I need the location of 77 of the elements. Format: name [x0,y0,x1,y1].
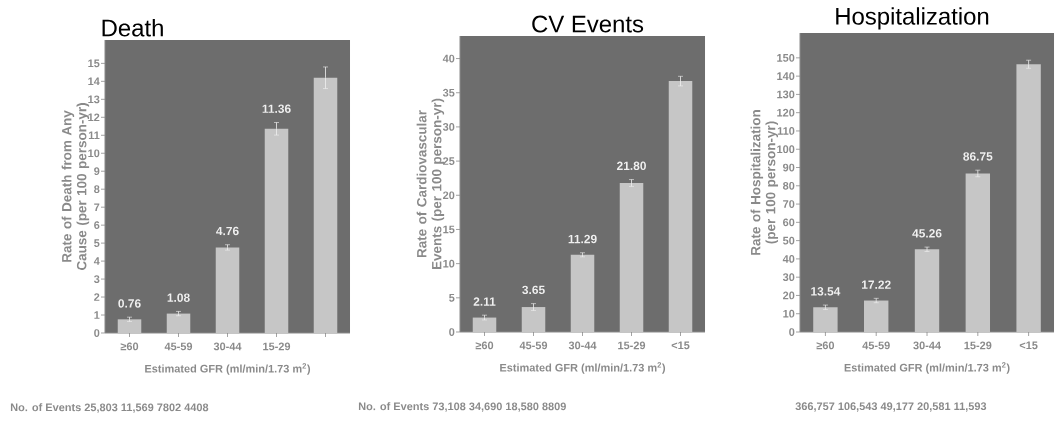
y-tick-label: 5 [94,239,100,247]
y-tick-label: 7 [94,203,100,211]
y-tick-label: 0 [94,329,100,337]
y-tick-label: 5 [449,294,455,302]
y-tick-label: 9 [94,167,100,176]
x-tick-label: ≥60 [816,341,835,350]
y-tick-label: 4 [93,257,100,265]
x-axis-title: Estimated GFR (ml/min/1.73 m$^{2}$) [844,362,1010,374]
x-tick-label: 15-29 [618,341,646,350]
y-tick-label: 35 [442,88,455,97]
y-tick-label: 110 [777,127,795,135]
data-label: 2.11 [473,297,496,306]
y-tick-label: 2 [94,293,100,301]
x-axis-title: Estimated GFR (ml/min/1.73 m$^{2}$) [145,363,311,375]
x-tick-label: 15-29 [263,342,291,351]
data-label: 4.76 [216,226,239,236]
x-tick-label: 15-29 [964,341,992,350]
data-label: 1.08 [167,293,190,302]
data-label: 45.26 [912,229,942,238]
x-tick-label: <15 [671,341,690,350]
y-tick-label: 30 [442,123,455,131]
x-tick-label: ≥60 [475,341,494,350]
x-tick-label: 45-59 [862,341,890,350]
y-tick-label: 15 [443,225,455,234]
y-tick-label: 20 [443,191,455,200]
data-label: 0.76 [118,299,141,308]
y-tick-label: 100 [777,145,795,154]
chart-title: CV Events [532,15,644,33]
text: No. of Events 73,108 34,690 18,580 8809 [358,402,566,412]
data-label: 3.65 [522,285,545,295]
y-tick-label: 40 [782,255,795,263]
y-tick-label: 50 [782,236,795,245]
chart-title: Hospitalization [836,7,989,30]
y-tick-label: 60 [783,218,795,227]
y-tick-label: 40 [442,54,455,63]
y-tick-label: 130 [777,90,795,99]
y-tick-label: 11 [88,131,100,140]
y-tick-label: 25 [443,157,455,165]
y-tick-label: 13 [88,95,100,104]
y-tick-label: 10 [88,149,100,158]
x-tick-label: 45-59 [519,341,548,350]
y-tick-label: 14 [88,77,100,86]
x-tick-label: 30-44 [213,342,242,351]
y-tick-label: 150 [777,53,795,62]
y-axis-title: Rate of Death from Any Cause (per 100 person-yr) [61,103,90,271]
text: 366,757 106,543 49,177 20,581 11,593 [795,402,987,412]
y-tick-label: 12 [88,113,100,122]
x-tick-label: 45-59 [164,342,193,351]
data-label: 17.22 [862,280,891,289]
y-tick-label: 0 [449,328,455,336]
x-tick-label: 30-44 [913,341,941,350]
y-tick-label: 1 [94,311,100,319]
y-tick-label: 0 [789,328,795,336]
y-tick-label: 15 [88,59,100,68]
y-tick-label: 10 [783,309,795,318]
chart-title: Death [102,18,163,37]
y-tick-label: 20 [783,291,795,300]
y-tick-label: 10 [443,259,455,268]
data-label: 21.80 [616,161,646,171]
y-tick-label: 70 [783,200,795,208]
y-tick-label: 3 [93,275,100,283]
y-tick-label: 6 [94,221,100,230]
x-tick-label: ≥60 [120,342,139,351]
data-label: 11.36 [262,104,291,113]
data-label: 86.75 [963,152,993,161]
text: No. of Events 25,803 11,569 7802 4408 [10,403,209,413]
y-tick-label: 90 [783,163,795,172]
x-tick-label: <15 [1019,341,1038,350]
x-tick-label: 30-44 [568,341,597,350]
data-label: 11.29 [568,234,597,244]
data-label: 13.54 [811,287,841,296]
y-tick-label: 80 [782,181,795,190]
x-axis-title: Estimated GFR (ml/min/1.73 m$^{2}$) [500,362,666,374]
y-tick-label: 30 [782,273,795,282]
y-tick-label: 8 [94,185,100,194]
y-tick-label: 140 [777,72,795,81]
y-tick-label: 120 [777,108,795,117]
